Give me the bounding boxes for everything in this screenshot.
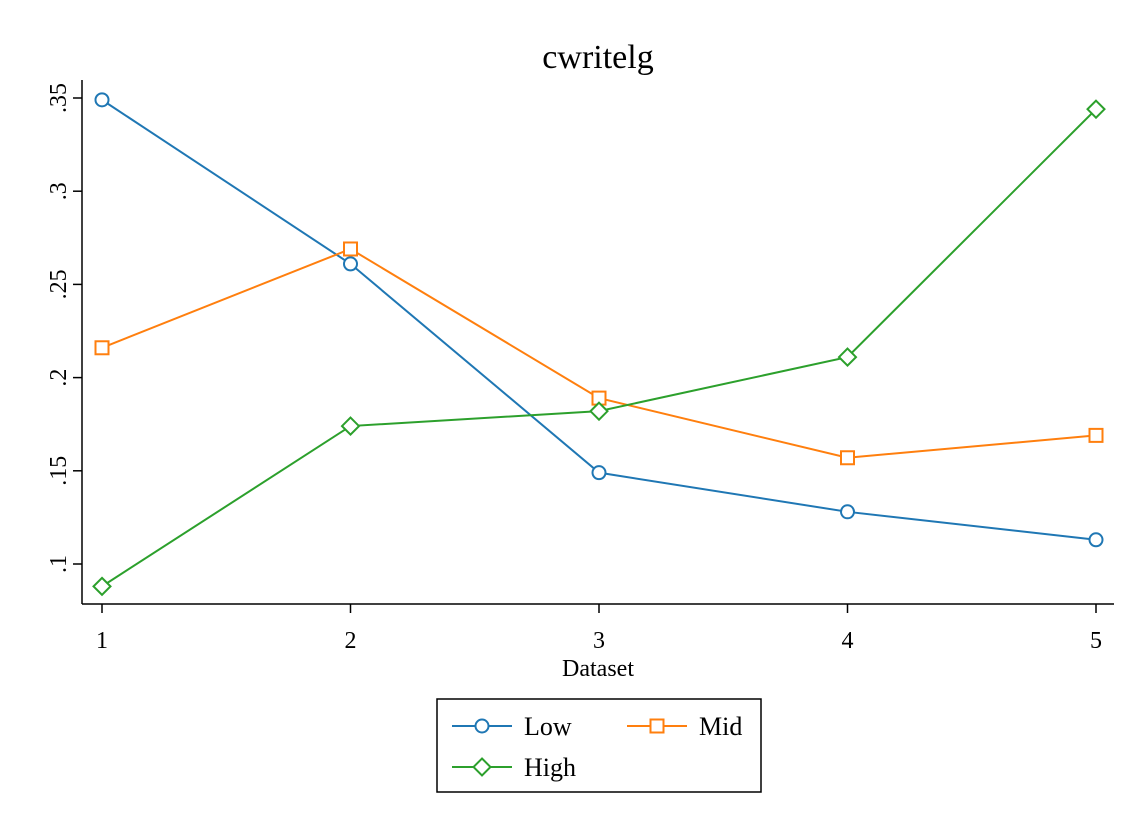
y-tick-label: .2 xyxy=(46,369,72,387)
data-point xyxy=(94,92,110,108)
chart-title: cwritelg xyxy=(542,39,653,76)
x-tick-label: 4 xyxy=(842,628,854,654)
plot-series xyxy=(92,92,1106,597)
legend-item-low: Low xyxy=(452,712,572,741)
legend-item-high: High xyxy=(452,753,576,782)
data-point xyxy=(92,576,112,597)
legend-label: Low xyxy=(524,712,572,741)
legend-marker xyxy=(472,757,492,777)
legend-label: High xyxy=(524,753,576,782)
legend-marker xyxy=(474,718,490,734)
data-point xyxy=(94,340,110,356)
data-point xyxy=(840,504,855,520)
legend-box xyxy=(436,698,762,793)
data-point xyxy=(1086,99,1106,120)
legend-marker xyxy=(649,718,665,734)
data-point xyxy=(591,465,607,481)
series-low xyxy=(94,92,1104,548)
x-axis: 1 2 3 4 5 xyxy=(82,603,1114,654)
y-axis: .1 .15 .2 .25 .3 .35 xyxy=(46,80,83,604)
y-tick-label: .3 xyxy=(46,182,72,200)
data-point xyxy=(340,416,361,436)
legend-item-mid: Mid xyxy=(627,712,742,741)
series-line xyxy=(101,108,1097,588)
series-high xyxy=(92,99,1106,597)
x-tick-label: 1 xyxy=(96,628,108,654)
data-point xyxy=(589,401,609,422)
x-tick-label: 5 xyxy=(1090,628,1102,654)
data-point xyxy=(343,256,358,272)
y-tick-label: .15 xyxy=(46,456,72,486)
y-tick-label: .35 xyxy=(46,83,72,113)
series-mid xyxy=(94,241,1104,466)
y-tick-label: .25 xyxy=(46,269,72,299)
series-line xyxy=(101,247,1097,459)
y-tick-label: .1 xyxy=(46,555,72,573)
legend: Low Mid High xyxy=(436,698,762,793)
data-point xyxy=(1088,427,1104,443)
data-point xyxy=(1088,532,1104,548)
data-point xyxy=(343,241,358,257)
legend-label: Mid xyxy=(699,712,742,741)
data-point xyxy=(840,450,855,466)
x-tick-label: 2 xyxy=(345,628,357,654)
data-point xyxy=(837,347,858,368)
x-tick-label: 3 xyxy=(593,628,605,654)
x-axis-label: Dataset xyxy=(562,656,634,682)
